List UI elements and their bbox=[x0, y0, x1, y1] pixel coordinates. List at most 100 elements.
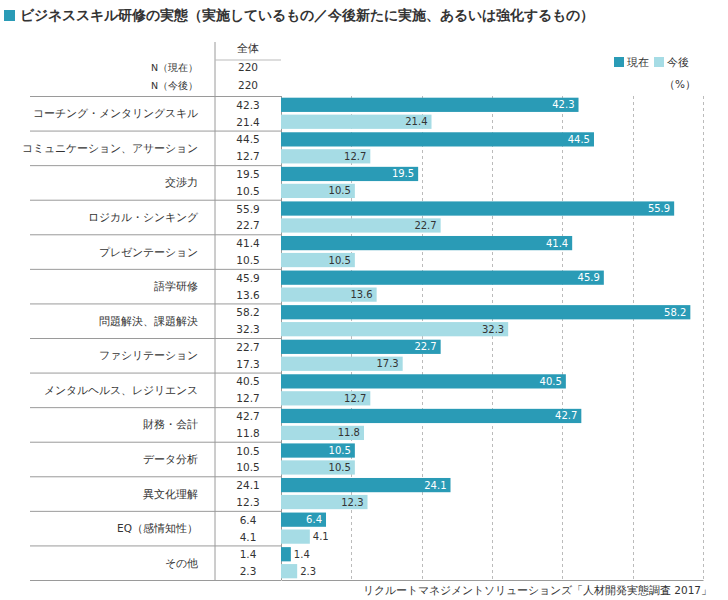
table-value: 12.7 bbox=[236, 392, 259, 404]
data-label: 1.4 bbox=[294, 549, 310, 560]
row-separator bbox=[30, 338, 281, 339]
row-separator bbox=[30, 96, 281, 97]
category-label: メンタルヘルス、レジリエンス bbox=[44, 384, 198, 396]
data-label: 45.9 bbox=[578, 272, 600, 283]
table-value: 58.2 bbox=[236, 306, 259, 318]
chart: ビジネススキル研修の実態（実施しているもの／今後新たに実施、あるいは強化するもの… bbox=[0, 0, 728, 600]
category-label: 交渉力 bbox=[165, 176, 198, 188]
data-label: 24.1 bbox=[424, 480, 446, 491]
grid-line bbox=[633, 96, 634, 580]
row-separator bbox=[30, 511, 281, 512]
bar bbox=[281, 513, 326, 527]
bar bbox=[281, 426, 364, 440]
table-value: 22.7 bbox=[236, 219, 259, 231]
title: ビジネススキル研修の実態（実施しているもの／今後新たに実施、あるいは強化するもの… bbox=[20, 7, 594, 23]
data-label: 22.7 bbox=[414, 341, 436, 352]
table-value: 10.5 bbox=[236, 461, 259, 473]
bar bbox=[281, 357, 403, 371]
table-value: 10.5 bbox=[236, 185, 259, 197]
category-label: ロジカル・シンキング bbox=[88, 211, 199, 223]
bar bbox=[281, 184, 355, 198]
data-label: 42.3 bbox=[552, 99, 574, 110]
legend-label: 今後 bbox=[667, 56, 689, 68]
table-value: 2.3 bbox=[240, 565, 257, 577]
table-value: 13.6 bbox=[236, 289, 260, 301]
table-value: 42.7 bbox=[236, 410, 259, 422]
table-values: 42.344.519.555.941.445.958.222.740.542.7… bbox=[236, 99, 260, 577]
row-separator bbox=[30, 200, 281, 201]
x-axis bbox=[282, 580, 704, 582]
table-lines bbox=[30, 42, 281, 581]
sample-size-value: 220 bbox=[238, 79, 258, 91]
grid bbox=[282, 96, 704, 580]
row-separator bbox=[30, 476, 281, 477]
row-separator bbox=[30, 165, 281, 166]
data-label: 6.4 bbox=[306, 514, 322, 525]
table-value: 32.3 bbox=[236, 323, 259, 335]
grid-line bbox=[492, 96, 493, 580]
table-value: 12.3 bbox=[236, 496, 259, 508]
sample-size-value: 220 bbox=[238, 61, 258, 73]
bar bbox=[281, 287, 377, 301]
source: リクルートマネジメントソリューションズ「人材開発実態調査 2017」 bbox=[363, 584, 712, 596]
table-value: 21.4 bbox=[236, 116, 260, 128]
bar bbox=[281, 271, 604, 285]
bar bbox=[281, 236, 572, 250]
bar bbox=[281, 167, 418, 181]
data-label: 55.9 bbox=[648, 203, 670, 214]
title-marker bbox=[4, 10, 15, 21]
table-value: 6.4 bbox=[240, 514, 257, 526]
bar bbox=[281, 218, 441, 232]
data-label: 12.7 bbox=[344, 151, 366, 162]
bar bbox=[281, 132, 594, 146]
data-label: 12.3 bbox=[341, 497, 363, 508]
category-label: コーチング・メンタリングスキル bbox=[33, 107, 198, 119]
table-value: 10.5 bbox=[236, 254, 259, 266]
category-label: 問題解決、課題解決 bbox=[99, 315, 198, 327]
data-label: 42.7 bbox=[555, 410, 577, 421]
bar bbox=[281, 460, 355, 474]
category-label: 語学研修 bbox=[154, 280, 198, 292]
bar bbox=[281, 409, 581, 423]
bar bbox=[281, 201, 674, 215]
category-label: データ分析 bbox=[143, 453, 198, 465]
row-separator bbox=[30, 269, 281, 270]
data-label: 10.5 bbox=[329, 462, 351, 473]
table-value: 41.4 bbox=[236, 237, 260, 249]
table-value: 19.5 bbox=[236, 168, 259, 180]
bar bbox=[281, 495, 368, 509]
grid-line bbox=[703, 96, 704, 580]
data-label: 40.5 bbox=[540, 376, 562, 387]
bar bbox=[281, 98, 579, 112]
legend-swatch bbox=[614, 57, 624, 67]
data-label: 4.1 bbox=[313, 531, 329, 542]
column-divider bbox=[215, 42, 216, 580]
data-label: 17.3 bbox=[376, 358, 398, 369]
table-value: 40.5 bbox=[236, 375, 259, 387]
table-value: 12.7 bbox=[236, 150, 259, 162]
header-rule bbox=[215, 60, 281, 61]
data-label: 11.8 bbox=[338, 427, 360, 438]
table-value: 11.8 bbox=[236, 427, 259, 439]
bar bbox=[281, 478, 451, 492]
legend-swatch bbox=[654, 57, 664, 67]
bars bbox=[281, 98, 690, 579]
table-value: 24.1 bbox=[236, 479, 259, 491]
bar bbox=[281, 443, 355, 457]
bar bbox=[281, 149, 370, 163]
legend: 現在 今後 bbox=[614, 56, 689, 68]
data-label: 13.6 bbox=[350, 289, 372, 300]
bar bbox=[281, 253, 355, 267]
category-label: その他 bbox=[165, 557, 198, 569]
category-label: 財務・会計 bbox=[143, 418, 198, 430]
data-label: 19.5 bbox=[392, 168, 414, 179]
category-label: 異文化理解 bbox=[143, 488, 198, 500]
legend-label: 現在 bbox=[627, 56, 649, 68]
bar bbox=[281, 305, 690, 319]
data-label: 10.5 bbox=[329, 445, 351, 456]
table-value: 17.3 bbox=[236, 358, 259, 370]
bar bbox=[281, 340, 441, 354]
bar bbox=[281, 529, 310, 543]
x-axis-title: （%） bbox=[664, 78, 696, 90]
table-value: 42.3 bbox=[236, 99, 259, 111]
